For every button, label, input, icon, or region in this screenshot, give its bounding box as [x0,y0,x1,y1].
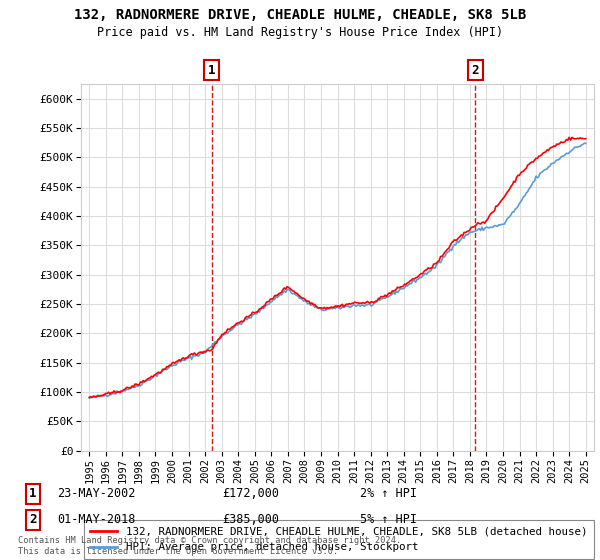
Text: 23-MAY-2002: 23-MAY-2002 [57,487,136,501]
Text: 1: 1 [29,487,37,501]
Text: Price paid vs. HM Land Registry's House Price Index (HPI): Price paid vs. HM Land Registry's House … [97,26,503,39]
Text: 2: 2 [472,64,479,77]
Text: £385,000: £385,000 [222,513,279,526]
Text: 132, RADNORMERE DRIVE, CHEADLE HULME, CHEADLE, SK8 5LB: 132, RADNORMERE DRIVE, CHEADLE HULME, CH… [74,8,526,22]
Legend: 132, RADNORMERE DRIVE, CHEADLE HULME, CHEADLE, SK8 5LB (detached house), HPI: Av: 132, RADNORMERE DRIVE, CHEADLE HULME, CH… [84,520,594,559]
Text: 2: 2 [29,513,37,526]
Text: This data is licensed under the Open Government Licence v3.0.: This data is licensed under the Open Gov… [18,547,338,556]
Text: 01-MAY-2018: 01-MAY-2018 [57,513,136,526]
Text: £172,000: £172,000 [222,487,279,501]
Text: 1: 1 [208,64,215,77]
Text: 5% ↑ HPI: 5% ↑ HPI [360,513,417,526]
Text: Contains HM Land Registry data © Crown copyright and database right 2024.: Contains HM Land Registry data © Crown c… [18,536,401,545]
Text: 2% ↑ HPI: 2% ↑ HPI [360,487,417,501]
